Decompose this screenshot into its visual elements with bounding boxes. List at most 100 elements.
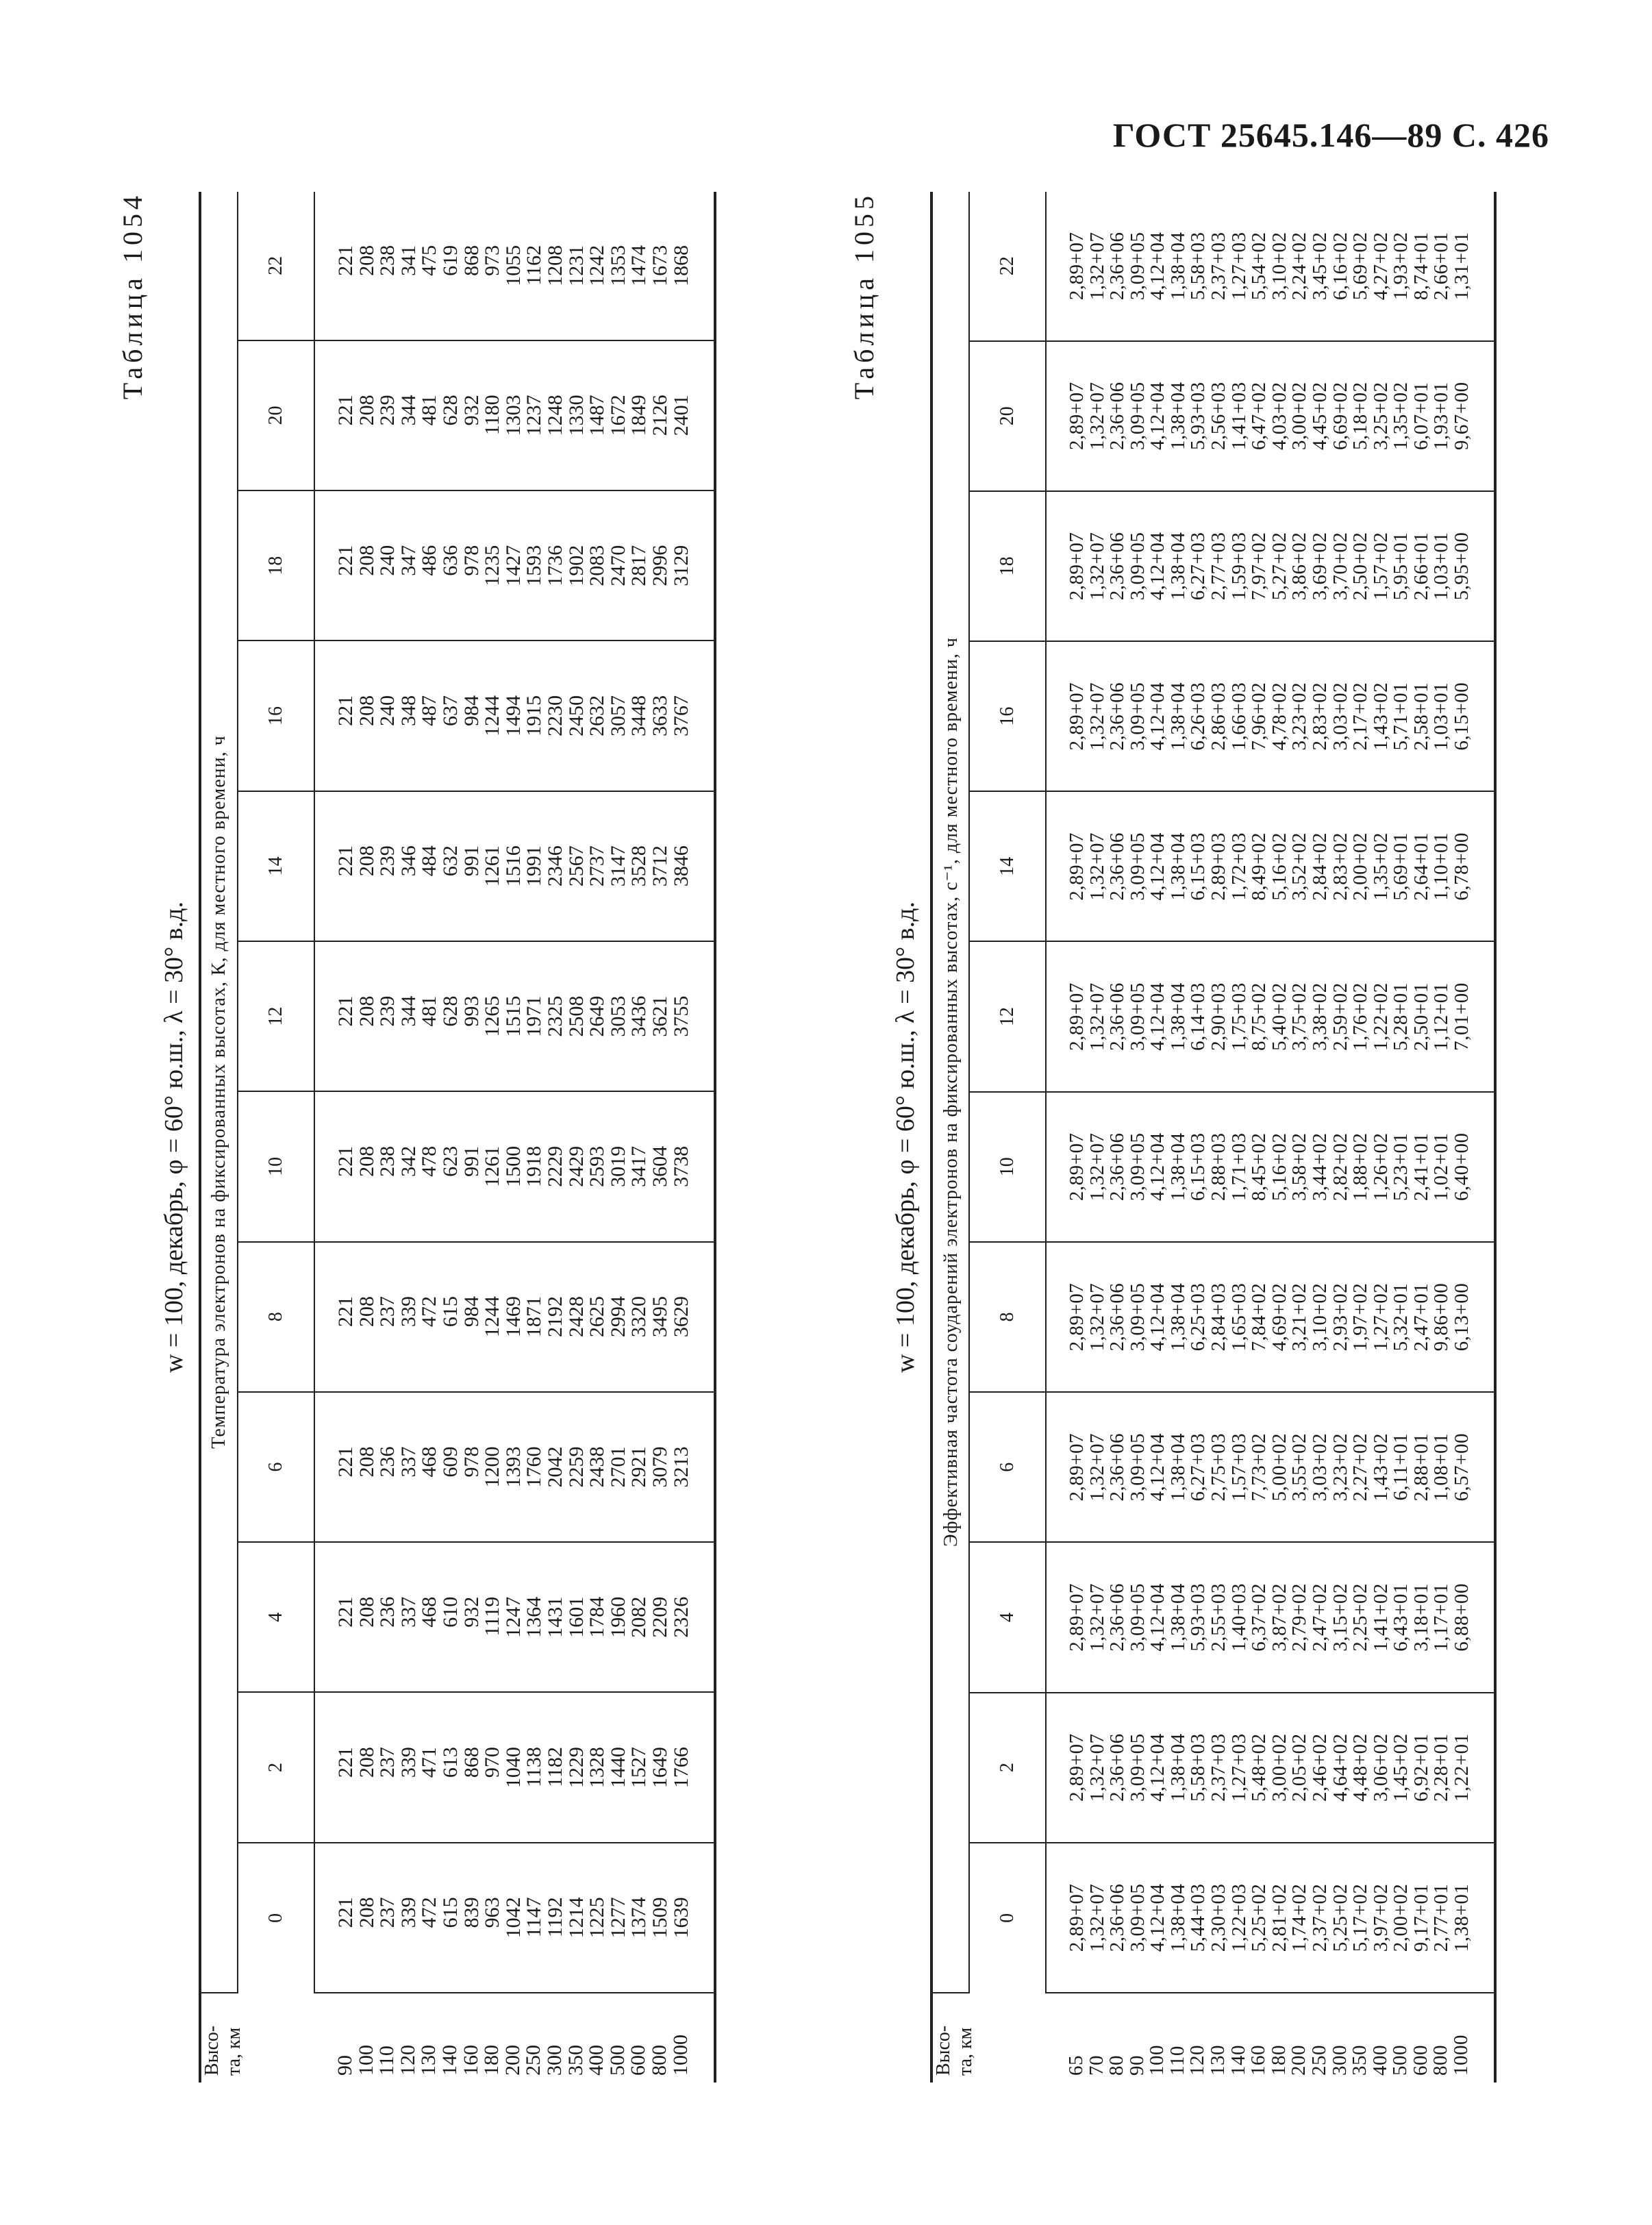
table-cell: 932	[460, 1596, 483, 1628]
table-cell: 1,93+01	[1430, 382, 1453, 451]
value-column: 2,89+07 1,32+07 2,36+06 3,09+05 4,12+04 1,38+…	[1046, 1692, 1495, 1843]
table-cell: 615	[438, 1296, 462, 1328]
table-cell: 2,55+03	[1207, 1583, 1230, 1652]
table-cell: 90	[1125, 2055, 1148, 2076]
table-1054-block: Таблица 1054 w = 100, декабрь, φ = 60° ю…	[117, 192, 721, 2083]
data-table: Высо-та, км Эффективная частота соударен…	[930, 192, 1497, 2083]
table-cell: 6,13+00	[1450, 1282, 1473, 1352]
hour-header: 18	[238, 490, 314, 641]
table-cell: 80	[1105, 2055, 1128, 2076]
table-cell: 3,38+02	[1308, 982, 1331, 1051]
table-cell: 3,03+02	[1329, 682, 1351, 751]
table-cell: 868	[460, 1747, 483, 1778]
hour-header: 6	[969, 1392, 1046, 1543]
table-cell: 6,15+03	[1187, 1132, 1210, 1202]
table-cell: 1237	[523, 395, 546, 436]
table-cell: 1,17+01	[1430, 1583, 1453, 1652]
table-cell: 3,97+02	[1369, 1883, 1392, 1952]
table-cell: 1527	[627, 1747, 651, 1789]
table-cell: 1,08+01	[1430, 1432, 1453, 1502]
table-cell: 346	[397, 845, 420, 877]
table-cell: 3,09+05	[1126, 1733, 1149, 1802]
table-cell: 3,69+02	[1308, 532, 1331, 601]
quantity-header: Температура электронов на фиксированных …	[200, 192, 238, 1993]
table-cell: 2259	[564, 1446, 588, 1488]
table-cell: 1784	[586, 1596, 609, 1638]
table-cell: 110	[1166, 2046, 1188, 2076]
table-cell: 250	[1307, 2045, 1330, 2076]
table-cell: 1,72+03	[1227, 832, 1250, 901]
table-cell: 221	[334, 1747, 357, 1778]
table-cell: 636	[438, 545, 462, 576]
table-cell: 3,44+02	[1308, 1132, 1331, 1202]
table-cell: 1,93+02	[1390, 232, 1412, 301]
table-cell: 3,03+02	[1308, 1432, 1331, 1502]
table-cell: 65	[1065, 2055, 1087, 2076]
table-cell: 2,28+01	[1430, 1733, 1453, 1802]
hour-header: 12	[238, 941, 314, 1092]
table-cell: 1902	[564, 545, 588, 586]
table-cell: 6,88+00	[1450, 1583, 1473, 1652]
table-cell: 978	[460, 545, 483, 576]
table-cell: 2,90+03	[1207, 982, 1230, 1051]
table-cell: 1,22+03	[1227, 1883, 1250, 1952]
table-cell: 4,12+04	[1147, 1132, 1169, 1202]
table-cell: 487	[418, 695, 441, 726]
table-cell: 3846	[669, 845, 692, 887]
table-cell: 2,77+01	[1430, 1883, 1453, 1952]
table-cell: 3,23+02	[1329, 1432, 1351, 1502]
table-cell: 110	[375, 2046, 399, 2076]
table-cell: 337	[397, 1446, 420, 1478]
table-cell: 1991	[523, 845, 546, 887]
table-cell: 120	[396, 2045, 419, 2076]
table-cell: 339	[397, 1296, 420, 1328]
table-cell: 221	[334, 1897, 357, 1928]
hour-header: 6	[238, 1391, 314, 1543]
table-cell: 2,37+03	[1207, 232, 1230, 301]
altitude-column: 65 70 80 90 100 110 120 130 140 160 180 200 250 300 35…	[1046, 1993, 1495, 2083]
table-cell: 1,27+02	[1369, 1282, 1392, 1352]
table-cell: 4,12+04	[1147, 1733, 1169, 1802]
value-column: 221 208 236 337 468 609 978 1200 1393 1760 2042 225…	[314, 1391, 715, 1543]
table-cell: 1330	[564, 395, 588, 436]
hour-header: 16	[238, 641, 314, 791]
table-cell: 2,83+02	[1308, 682, 1331, 751]
table-cell: 140	[1227, 2045, 1249, 2076]
table-cell: 5,93+03	[1187, 1583, 1210, 1652]
table-cell: 208	[355, 1897, 378, 1928]
table-cell: 221	[334, 695, 357, 726]
value-column: 2,89+07 1,32+07 2,36+06 3,09+05 4,12+04 1,38+…	[1046, 1542, 1495, 1693]
table-cell: 239	[376, 995, 399, 1027]
table-cell: 2625	[586, 1296, 609, 1338]
value-column: 2,89+07 1,32+07 2,36+06 3,09+05 4,12+04 1,38+…	[1046, 192, 1495, 341]
table-cell: 180	[1267, 2045, 1290, 2076]
table-cell: 2,81+02	[1268, 1883, 1290, 1952]
table-cell: 4,12+04	[1147, 682, 1169, 751]
table-cell: 1,66+03	[1227, 682, 1250, 751]
table-cell: 2,89+07	[1066, 382, 1088, 451]
table-cell: 5,54+02	[1248, 232, 1271, 301]
table-cell: 2083	[586, 545, 609, 586]
table-cell: 1000	[668, 2035, 692, 2076]
table-cell: 1,38+04	[1166, 1733, 1189, 1802]
table-cell: 239	[376, 395, 399, 426]
hour-header: 14	[969, 791, 1046, 942]
table-cell: 130	[417, 2045, 440, 2076]
table-cell: 1871	[523, 1296, 546, 1338]
table-cell: 478	[418, 1145, 441, 1177]
table-cell: 2428	[564, 1296, 588, 1338]
table-cell: 6,40+00	[1450, 1132, 1473, 1202]
table-cell: 6,43+01	[1390, 1583, 1412, 1652]
table-cell: 2737	[586, 845, 609, 887]
table-cell: 3,25+02	[1369, 382, 1392, 451]
table-cell: 973	[481, 245, 504, 276]
table-cell: 4,48+02	[1349, 1733, 1372, 1802]
table-cell: 4,12+04	[1147, 832, 1169, 901]
table-cell: 1,38+04	[1166, 1583, 1189, 1652]
table-cell: 5,16+02	[1268, 1132, 1290, 1202]
table-cell: 2,37+03	[1207, 1733, 1230, 1802]
table-cell: 1,35+02	[1390, 382, 1412, 451]
table-cell: 1509	[648, 1897, 671, 1939]
hour-header: 22	[969, 192, 1046, 341]
table-cell: 237	[376, 1296, 399, 1328]
